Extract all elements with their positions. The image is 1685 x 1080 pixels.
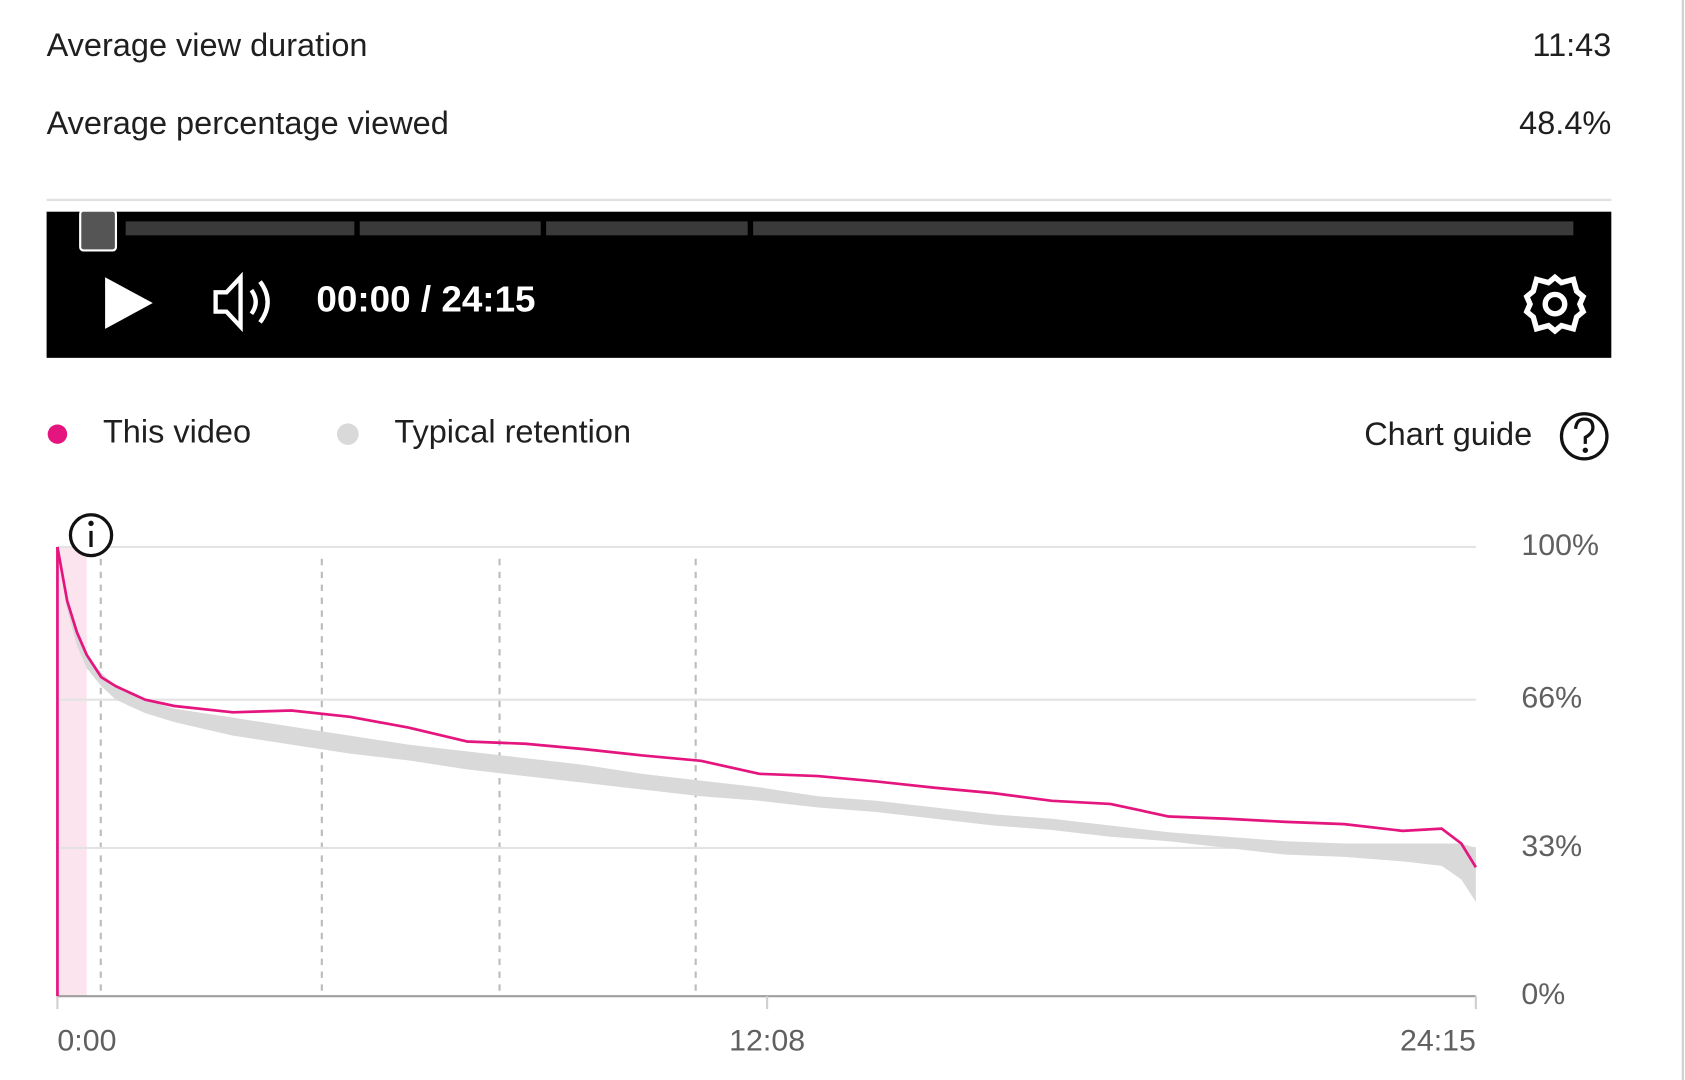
progress-segment <box>753 221 1574 236</box>
metric-value: 11:43 <box>1532 27 1611 63</box>
retention-line <box>56 546 1478 868</box>
help-icon-mark <box>1573 417 1595 444</box>
y-tick-label: 66% <box>1521 682 1582 715</box>
video-player[interactable]: 00:00 / 24:15 <box>46 209 1612 358</box>
x-tick-label: 12:08 <box>729 1024 805 1057</box>
scrubber[interactable] <box>79 209 118 252</box>
metric-value: 48.4% <box>1519 105 1611 141</box>
info-icon[interactable] <box>68 513 114 558</box>
player-time: 00:00 / 24:15 <box>316 279 535 320</box>
help-icon <box>1559 412 1609 461</box>
x-tick-label: 0:00 <box>57 1024 116 1057</box>
chart-guide-label: Chart guide <box>1364 416 1532 452</box>
retention-chart: 0% 33% 66% 100% 0:00 12:08 24:15 <box>56 529 1599 1057</box>
player-background <box>46 211 1612 358</box>
progress-segment <box>359 221 541 236</box>
y-tick-label: 33% <box>1521 830 1582 863</box>
legend-label: Typical retention <box>394 414 631 450</box>
progress-segment <box>125 221 355 236</box>
legend-swatch <box>47 424 68 444</box>
legend-swatch <box>337 423 359 445</box>
help-icon-dot <box>1582 447 1589 453</box>
settings-button[interactable] <box>1523 273 1587 335</box>
x-tick-label: 24:15 <box>1400 1024 1476 1057</box>
legend-label: This video <box>103 414 251 450</box>
y-tick-label: 100% <box>1521 529 1599 562</box>
metric-label: Average percentage viewed <box>47 105 449 141</box>
chart-guide-button[interactable]: Chart guide <box>1364 412 1609 461</box>
progress-segment <box>546 221 748 236</box>
y-tick-label: 0% <box>1521 978 1565 1011</box>
volume-button[interactable] <box>213 271 270 333</box>
play-button[interactable] <box>105 277 153 329</box>
metric-label: Average view duration <box>47 27 368 63</box>
